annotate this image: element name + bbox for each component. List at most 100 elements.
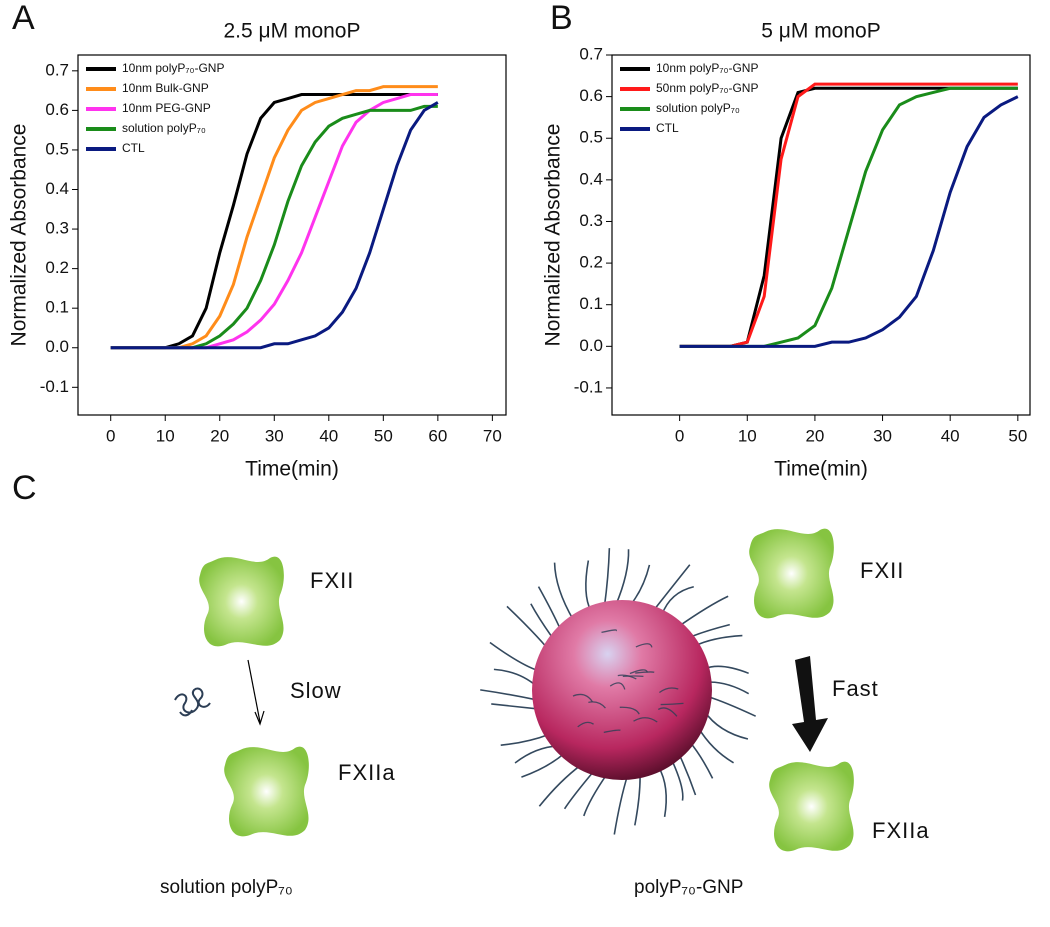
legend-label: 50nm polyP₇₀-GNP bbox=[656, 81, 758, 95]
y-tick-label: 0.5 bbox=[45, 139, 69, 158]
polymer bbox=[688, 623, 730, 639]
polymer bbox=[706, 695, 757, 717]
protein bbox=[224, 746, 309, 837]
y-tick-label: 0.0 bbox=[45, 337, 69, 356]
polymer bbox=[670, 758, 684, 801]
label: FXII bbox=[860, 558, 904, 583]
x-tick-label: 60 bbox=[428, 426, 447, 445]
polymer bbox=[480, 689, 538, 701]
legend-label: 10nm polyP₇₀-GNP bbox=[656, 61, 758, 75]
caption: polyP₇₀-GNP bbox=[634, 877, 743, 898]
nanoparticle bbox=[532, 600, 712, 780]
legend-label: 10nm PEG-GNP bbox=[122, 101, 211, 115]
x-tick-label: 20 bbox=[210, 426, 229, 445]
polymer bbox=[697, 727, 734, 764]
polymer bbox=[678, 595, 729, 628]
series-line bbox=[679, 82, 1018, 348]
polymer bbox=[563, 769, 596, 810]
y-tick-label: 0.6 bbox=[45, 100, 69, 119]
polymer bbox=[521, 752, 566, 778]
y-tick-label: 0.7 bbox=[579, 44, 603, 63]
protein bbox=[769, 761, 854, 852]
x-tick-label: 30 bbox=[873, 426, 892, 445]
polymer bbox=[537, 586, 562, 632]
polymer bbox=[704, 665, 749, 675]
x-tick-label: 40 bbox=[319, 426, 338, 445]
series-line bbox=[679, 86, 1018, 348]
polymer bbox=[634, 773, 641, 826]
y-tick-label: 0.6 bbox=[579, 86, 603, 105]
y-tick-label: -0.1 bbox=[40, 377, 69, 396]
polymer bbox=[609, 682, 626, 690]
diagram: C FXII Slow FXIIa solution polyP₇₀ FXII … bbox=[12, 469, 930, 898]
series-line bbox=[110, 101, 439, 350]
x-tick-label: 30 bbox=[265, 426, 284, 445]
x-tick-label: 10 bbox=[738, 426, 757, 445]
polymer bbox=[553, 562, 575, 621]
plot-frame bbox=[77, 54, 507, 416]
y-tick-label: -0.1 bbox=[574, 377, 603, 396]
x-tick-label: 10 bbox=[156, 426, 175, 445]
polymer bbox=[703, 710, 749, 740]
polymer bbox=[493, 668, 538, 688]
plot-frame bbox=[611, 54, 1031, 416]
polymer bbox=[629, 669, 648, 675]
series-line bbox=[110, 104, 438, 350]
polymer bbox=[660, 702, 684, 706]
label: FXIIa bbox=[872, 818, 930, 843]
x-axis-label: Time(min) bbox=[774, 458, 868, 481]
legend-label: 10nm Bulk-GNP bbox=[122, 81, 209, 95]
protein bbox=[199, 556, 284, 647]
y-axis-label: Normalized Absorbance bbox=[542, 124, 565, 347]
polymer bbox=[491, 703, 540, 710]
panel-label: C bbox=[12, 469, 37, 507]
polymer bbox=[629, 564, 651, 606]
polymer bbox=[688, 741, 714, 779]
polymer bbox=[694, 634, 743, 647]
label: Fast bbox=[832, 676, 879, 701]
x-tick-label: 20 bbox=[805, 426, 824, 445]
y-tick-label: 0.2 bbox=[579, 253, 603, 272]
arrowhead bbox=[254, 710, 265, 726]
polymer bbox=[603, 729, 621, 733]
polymer bbox=[174, 687, 211, 717]
polymer bbox=[588, 701, 606, 709]
label: FXIIa bbox=[338, 760, 396, 785]
y-tick-label: 0.3 bbox=[579, 211, 603, 230]
y-tick-label: 0.1 bbox=[579, 294, 603, 313]
polymer bbox=[489, 641, 540, 672]
polymer bbox=[603, 548, 611, 607]
legend-label: 10nm polyP₇₀-GNP bbox=[122, 61, 224, 75]
arrow bbox=[792, 656, 828, 752]
polymer bbox=[633, 717, 658, 723]
polymer-chains bbox=[572, 629, 684, 733]
polymer bbox=[514, 745, 559, 764]
y-tick-label: 0.4 bbox=[579, 169, 603, 188]
arrow bbox=[247, 659, 261, 723]
x-tick-label: 50 bbox=[374, 426, 393, 445]
polymer bbox=[659, 687, 679, 694]
x-tick-label: 50 bbox=[1008, 426, 1027, 445]
chart-title: 2.5 μM monoP bbox=[224, 20, 361, 43]
polymer bbox=[500, 733, 550, 747]
polymer bbox=[585, 560, 592, 612]
polymer bbox=[577, 721, 594, 728]
polymer bbox=[506, 605, 549, 650]
polymer bbox=[613, 774, 629, 835]
y-tick-label: 0.5 bbox=[579, 128, 603, 147]
series-line bbox=[679, 86, 1018, 348]
x-axis-label: Time(min) bbox=[245, 458, 339, 481]
polymer bbox=[538, 764, 582, 807]
legend-label: CTL bbox=[656, 121, 679, 135]
polymer bbox=[706, 681, 750, 695]
polymer bbox=[635, 643, 653, 648]
y-tick-label: 0.1 bbox=[45, 298, 69, 317]
y-tick-label: 0.4 bbox=[45, 179, 69, 198]
y-tick-label: 0.0 bbox=[579, 336, 603, 355]
polymer bbox=[619, 706, 640, 715]
x-tick-label: 40 bbox=[941, 426, 960, 445]
x-tick-label: 70 bbox=[483, 426, 502, 445]
protein bbox=[749, 528, 834, 619]
panel-label: A bbox=[12, 0, 35, 37]
